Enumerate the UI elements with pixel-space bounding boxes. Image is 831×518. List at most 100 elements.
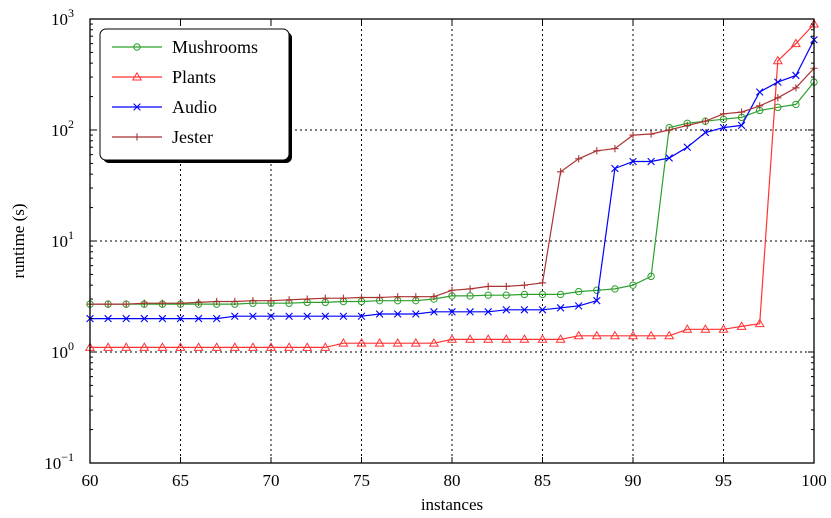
data-point-audio	[520, 306, 529, 314]
data-point-audio	[466, 308, 474, 316]
data-point-plants	[772, 55, 783, 65]
data-point-jester	[774, 94, 782, 102]
data-point-audio	[647, 157, 655, 166]
data-point-jester	[267, 297, 275, 305]
data-point-mushrooms	[575, 287, 583, 296]
data-point-audio	[393, 310, 402, 318]
data-point-audio	[122, 314, 130, 323]
series-audio	[86, 35, 818, 323]
series-layer	[84, 18, 820, 351]
ticks: 60 65 70 75 80 85 90 95 100 10−1 100 101 102 103	[44, 6, 827, 490]
y-axis-label: runtime (s)	[9, 203, 28, 278]
x-tick-label: 70	[263, 471, 280, 490]
data-point-audio	[104, 314, 112, 323]
data-point-jester	[593, 147, 601, 155]
data-point-audio	[430, 308, 438, 316]
data-point-jester	[466, 285, 474, 293]
data-point-jester	[520, 281, 528, 289]
x-tick-label: 80	[444, 471, 461, 490]
data-point-plants	[121, 342, 132, 351]
data-point-audio	[140, 314, 149, 323]
data-point-jester	[629, 131, 637, 139]
data-point-jester	[303, 295, 311, 303]
data-point-plants	[265, 342, 277, 351]
series-line-plants	[90, 23, 815, 348]
data-point-plants	[410, 338, 421, 347]
data-point-jester	[213, 297, 221, 306]
data-point-plants	[718, 324, 729, 333]
data-point-plants	[229, 342, 240, 351]
data-point-mushrooms	[484, 291, 492, 299]
data-point-plants	[211, 342, 222, 351]
data-point-audio	[176, 314, 185, 323]
data-point-mushrooms	[629, 281, 637, 289]
data-point-jester	[249, 297, 257, 305]
legend-marker-plants	[131, 71, 143, 81]
data-point-jester	[448, 286, 456, 294]
data-point-jester	[756, 102, 764, 110]
legend-marker-mushrooms	[133, 43, 141, 51]
data-point-audio	[792, 71, 800, 80]
data-point-plants	[483, 334, 494, 343]
data-point-audio	[593, 296, 601, 305]
x-tick-label: 100	[801, 471, 827, 490]
x-tick-label: 90	[625, 471, 642, 490]
data-point-jester	[412, 293, 420, 301]
data-point-jester	[176, 299, 185, 307]
data-point-audio	[719, 123, 728, 132]
y-tick-label: 10−1	[44, 450, 74, 473]
data-point-mushrooms	[647, 272, 655, 281]
data-point-audio	[629, 157, 637, 166]
x-axis-label: instances	[421, 495, 483, 514]
data-point-audio	[737, 121, 746, 130]
data-point-mushrooms	[502, 291, 510, 299]
x-tick-label: 75	[353, 471, 370, 490]
legend-item-mushrooms: Mushrooms	[112, 37, 258, 57]
legend-label-audio: Audio	[172, 97, 217, 117]
data-point-jester	[394, 293, 402, 301]
series-jester	[86, 64, 818, 308]
data-point-plants	[302, 342, 313, 351]
legend-item-plants: Plants	[112, 67, 216, 87]
series-line-mushrooms	[90, 81, 815, 305]
data-point-plants	[790, 38, 801, 48]
data-point-mushrooms	[520, 290, 529, 299]
x-tick-label: 65	[172, 471, 189, 490]
legend-label-mushrooms: Mushrooms	[172, 37, 258, 57]
data-point-audio	[556, 304, 565, 312]
data-point-audio	[665, 154, 673, 162]
data-point-audio	[701, 128, 710, 137]
data-point-mushrooms	[611, 285, 619, 293]
data-point-plants	[374, 338, 385, 347]
data-point-jester	[140, 299, 148, 307]
data-point-audio	[194, 314, 203, 323]
data-point-plants	[338, 338, 349, 347]
data-point-jester	[285, 296, 293, 304]
data-point-plants	[555, 334, 566, 343]
data-point-audio	[303, 312, 311, 321]
legend-marker-jester	[133, 133, 141, 141]
data-point-jester	[158, 299, 166, 307]
data-point-jester	[339, 294, 347, 302]
data-point-jester	[665, 126, 673, 134]
data-point-mushrooms	[466, 292, 474, 300]
data-point-mushrooms	[538, 290, 547, 299]
data-point-plants	[139, 342, 150, 351]
data-point-audio	[755, 88, 764, 96]
data-point-jester	[376, 293, 384, 302]
data-point-audio	[448, 308, 456, 316]
data-point-plants	[465, 334, 476, 343]
data-point-plants	[175, 342, 186, 351]
y-tick-label: 101	[51, 228, 74, 251]
data-point-plants	[682, 324, 693, 333]
y-tick-label: 103	[51, 6, 74, 29]
data-point-plants	[627, 330, 639, 340]
data-point-jester	[538, 279, 547, 287]
data-point-plants	[193, 342, 204, 351]
data-point-plants	[501, 334, 512, 343]
data-point-audio	[502, 306, 511, 314]
data-point-plants	[537, 334, 548, 343]
data-point-audio	[212, 314, 221, 323]
data-point-plants	[700, 324, 711, 333]
